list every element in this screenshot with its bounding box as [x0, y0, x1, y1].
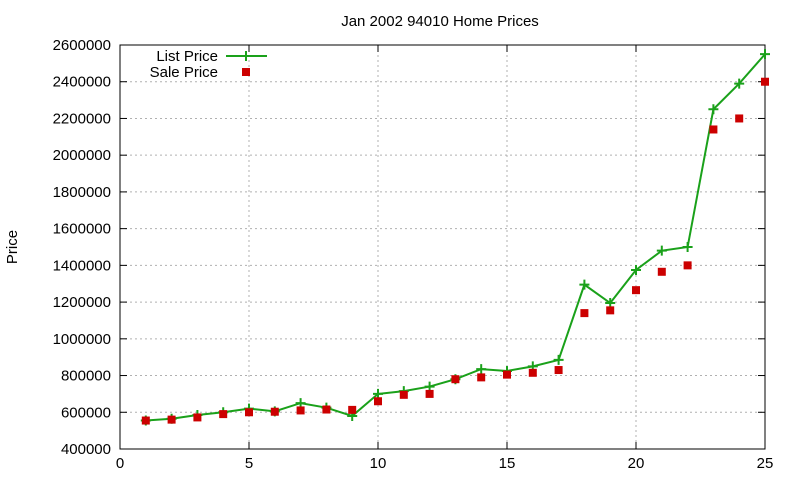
plot-frame	[119, 44, 766, 450]
legend-label-sale-price: Sale Price	[150, 64, 218, 81]
data-point-sale-price	[709, 125, 718, 134]
x-tick-label: 5	[245, 455, 253, 472]
data-point-list-price	[295, 398, 306, 409]
series-layer	[140, 49, 770, 426]
data-point-sale-price	[606, 306, 615, 315]
data-point-sale-price	[245, 408, 253, 417]
data-point-sale-price	[451, 375, 460, 384]
data-point-list-price	[476, 364, 487, 375]
x-tick-label: 10	[370, 455, 387, 472]
legend-marker-list-price	[241, 51, 251, 61]
data-point-sale-price	[580, 309, 589, 318]
data-point-list-price	[373, 388, 383, 399]
y-tick-label: 2200000	[53, 110, 111, 127]
grid	[120, 45, 765, 449]
data-point-sale-price	[528, 368, 537, 377]
y-axis-label: Price	[4, 230, 21, 264]
data-point-list-price	[760, 49, 770, 60]
data-point-sale-price	[348, 405, 357, 414]
y-tick-label: 800000	[61, 368, 111, 385]
data-point-sale-price	[296, 406, 305, 415]
data-point-list-price	[708, 104, 719, 115]
y-tick-label: 1000000	[53, 331, 111, 348]
data-point-sale-price	[219, 410, 228, 419]
data-point-sale-price	[632, 286, 640, 295]
data-point-sale-price	[554, 366, 563, 375]
x-tick-label: 15	[499, 455, 516, 472]
y-tick-label: 1600000	[53, 221, 111, 238]
data-point-sale-price	[141, 416, 150, 425]
data-point-list-price	[682, 242, 693, 252]
data-point-list-price	[734, 78, 745, 89]
data-point-list-price	[631, 264, 641, 275]
data-point-sale-price	[374, 397, 382, 406]
y-tick-label: 1400000	[53, 257, 111, 274]
y-tick-label: 400000	[61, 441, 111, 458]
x-tick-label: 0	[116, 455, 124, 472]
y-tick-label: 2000000	[53, 147, 111, 164]
data-point-sale-price	[503, 370, 511, 379]
data-point-sale-price	[270, 407, 279, 416]
y-tick-label: 2400000	[53, 74, 111, 91]
data-point-list-price	[656, 245, 667, 256]
data-point-sale-price	[657, 267, 666, 276]
series-line-list-price	[145, 53, 766, 422]
legend: List Price Sale Price	[150, 48, 267, 81]
data-point-sale-price	[425, 389, 434, 398]
y-tick-label: 1200000	[53, 294, 111, 311]
axis-ticks: 0 5 10 15 20 25 400000 600000 800000 1000000 12000…	[53, 37, 774, 472]
chart-title: Jan 2002 94010 Home Prices	[341, 13, 539, 30]
data-point-sale-price	[761, 77, 769, 86]
y-tick-label: 2600000	[53, 37, 111, 54]
data-point-sale-price	[193, 413, 202, 422]
data-point-sale-price	[735, 114, 744, 123]
data-point-list-price	[605, 298, 616, 309]
y-tick-label: 1800000	[53, 184, 111, 201]
legend-label-list-price: List Price	[156, 48, 218, 65]
data-point-sale-price	[399, 390, 408, 399]
x-tick-label: 20	[628, 455, 645, 472]
data-point-sale-price	[167, 415, 176, 424]
legend-marker-sale-price	[242, 68, 250, 76]
data-point-list-price	[579, 279, 590, 290]
y-tick-label: 600000	[61, 404, 111, 421]
data-point-sale-price	[322, 405, 331, 414]
data-point-list-price	[553, 354, 564, 365]
x-tick-label: 25	[757, 455, 774, 472]
data-point-list-price	[424, 381, 435, 392]
data-point-sale-price	[683, 261, 692, 270]
data-point-sale-price	[477, 373, 486, 382]
